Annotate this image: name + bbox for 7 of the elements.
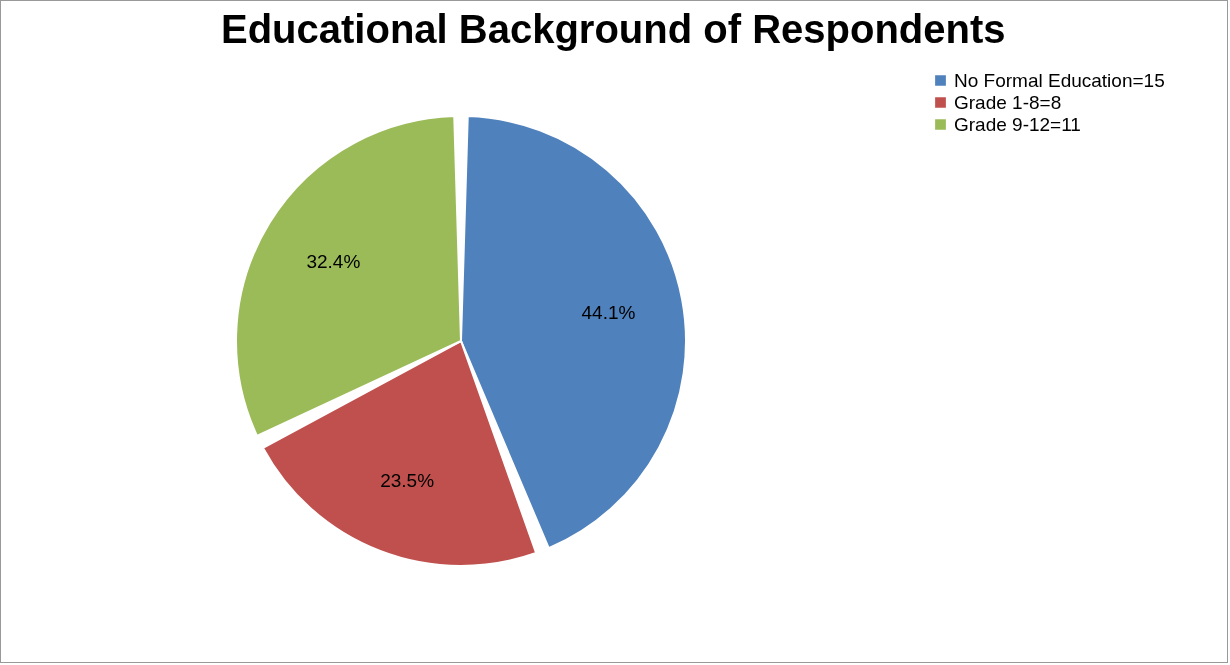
- data-label: 32.4%: [306, 251, 361, 273]
- legend-label: Grade 1-8=8: [954, 91, 1062, 113]
- data-label: 23.5%: [380, 469, 435, 491]
- chart-title: Educational Background of Respondents: [221, 7, 1006, 51]
- data-label: 44.1%: [581, 302, 636, 324]
- legend-label: Grade 9-12=11: [954, 113, 1081, 135]
- legend-label: No Formal Education=15: [954, 69, 1165, 91]
